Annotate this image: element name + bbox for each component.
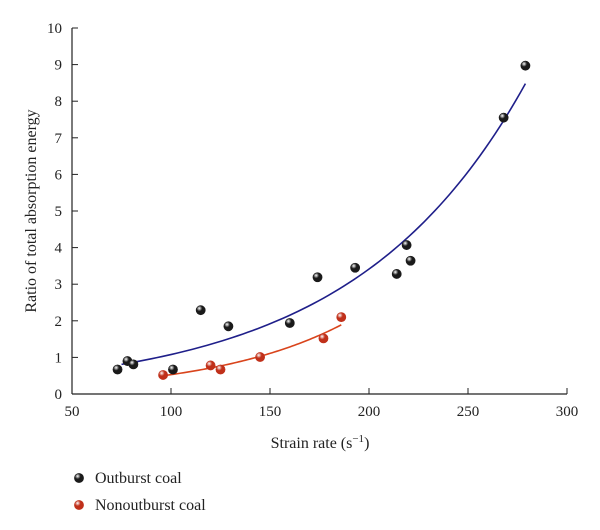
x-tick-label: 300 [556,404,579,420]
data-point-nonoutburst [205,360,216,371]
data-point-outburst [168,364,178,375]
data-point-outburst [520,60,531,71]
y-tick-label: 7 [55,131,63,147]
tick-labels: 50 100 150 200 250 300 0 1 2 3 4 5 6 7 8 9 10 [47,21,578,420]
x-tick-label: 100 [160,404,183,420]
y-tick-label: 8 [55,94,63,110]
fit-curves [121,83,527,377]
y-tick-label: 5 [55,204,63,220]
fit-curve-outburst [121,83,527,366]
data-point-nonoutburst [255,352,265,362]
data-point-nonoutburst [215,364,226,375]
data-points [112,60,531,380]
data-point-outburst [195,305,206,316]
x-tick-label: 200 [358,404,381,420]
y-tick-label: 9 [55,58,63,74]
x-tick-label: 250 [457,404,480,420]
y-tick-label: 1 [55,350,63,366]
data-point-outburst [312,272,323,283]
data-point-outburst [223,321,234,332]
x-axis-title: Strain rate (s−1) [271,433,370,452]
y-axis-title: Ratio of total absorption energy [23,109,40,312]
x-tick-label: 50 [65,404,80,420]
data-point-outburst [498,112,509,123]
tick-marks [71,27,568,395]
data-point-outburst [128,359,139,370]
legend-label: Outburst coal [95,470,182,487]
data-point-nonoutburst [318,333,329,344]
y-tick-label: 6 [55,167,63,183]
data-point-outburst [284,318,295,328]
y-tick-label: 3 [55,277,63,293]
y-tick-label: 2 [55,314,63,330]
y-tick-label: 0 [55,387,63,403]
data-point-nonoutburst [158,370,168,380]
data-point-outburst [401,240,412,250]
data-point-nonoutburst [336,312,347,323]
data-point-outburst [405,255,416,266]
legend-marker [74,473,84,483]
data-point-outburst [112,364,123,375]
data-point-outburst [350,262,361,273]
x-tick-label: 150 [259,404,282,420]
legend-label: Nonoutburst coal [95,497,206,514]
fit-curve-nonoutburst [162,324,342,377]
legend-marker [74,500,84,510]
y-tick-label: 10 [47,21,62,37]
data-point-outburst [391,269,402,279]
legend: Outburst coal Nonoutburst coal [74,470,206,514]
y-tick-label: 4 [55,241,63,257]
